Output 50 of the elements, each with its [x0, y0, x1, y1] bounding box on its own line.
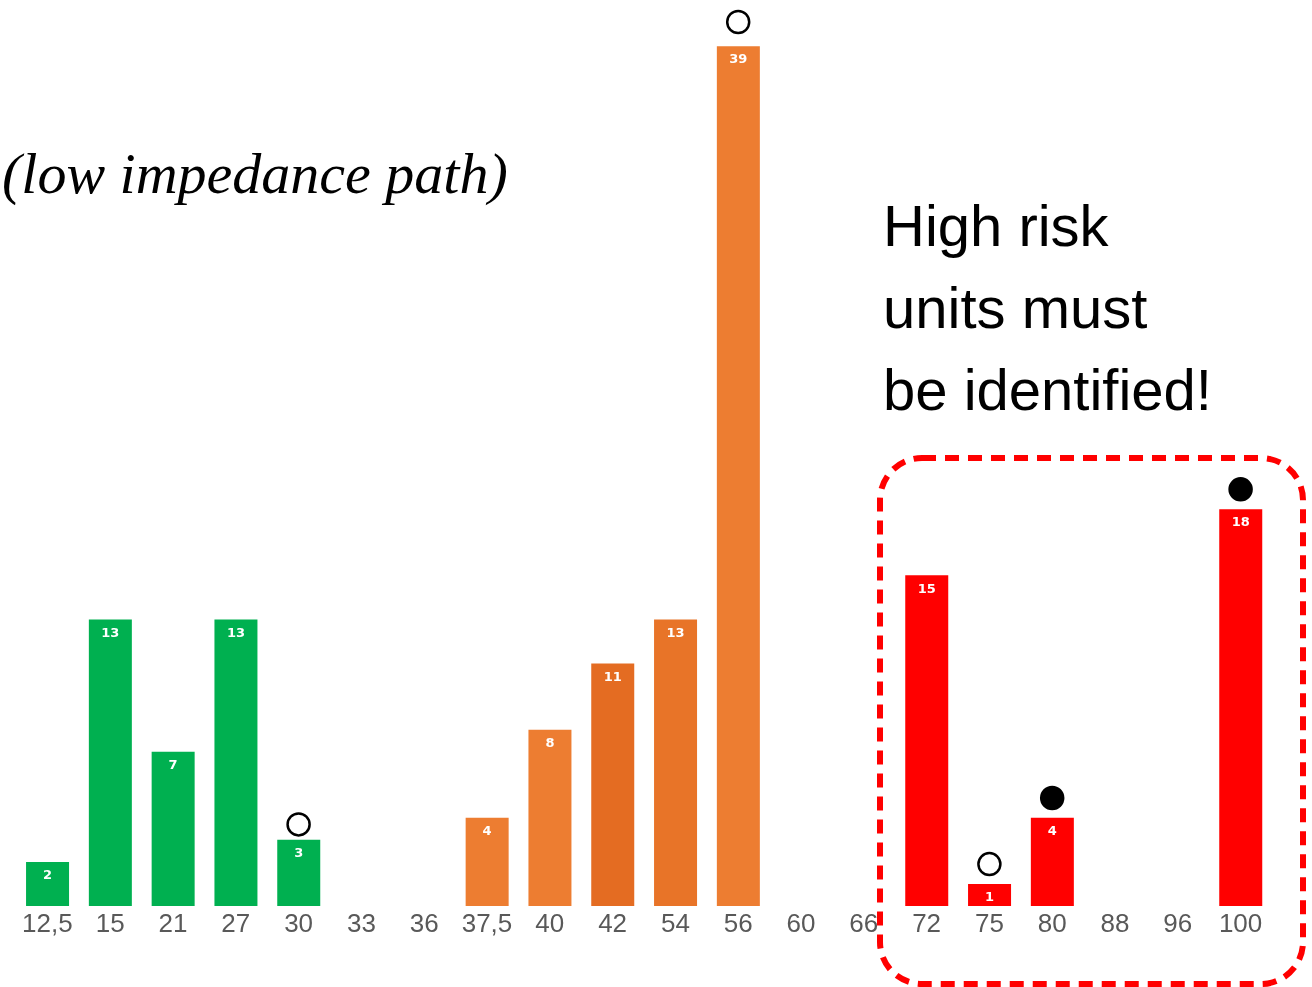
x-tick-label: 75 — [974, 908, 1004, 939]
bar — [151, 751, 195, 906]
data-label: 18 — [1231, 514, 1250, 530]
bar — [968, 883, 1012, 906]
bar — [591, 663, 635, 906]
bar — [905, 575, 949, 906]
x-tick-label: 60 — [786, 908, 816, 939]
x-tick-label: 12,5 — [22, 908, 73, 939]
x-tick-label: 66 — [849, 908, 879, 939]
data-label: 4 — [482, 823, 492, 839]
x-tick-label: 15 — [95, 908, 125, 939]
data-label: 13 — [101, 624, 120, 640]
bar — [528, 729, 572, 906]
x-tick-label: 40 — [535, 908, 565, 939]
x-tick-label: 88 — [1100, 908, 1130, 939]
x-tick-label: 27 — [221, 908, 251, 939]
bar — [1030, 817, 1074, 906]
annotation: (low impedance path) — [2, 140, 508, 207]
x-tick-label: 96 — [1163, 908, 1193, 939]
data-label: 3 — [294, 845, 304, 861]
data-label: 1 — [985, 889, 995, 905]
x-tick-label: 21 — [158, 908, 188, 939]
bar — [277, 839, 321, 906]
bar — [716, 46, 760, 906]
x-tick-label: 80 — [1037, 908, 1067, 939]
x-tick-label: 37,5 — [461, 908, 513, 939]
data-label: 2 — [43, 867, 53, 883]
x-tick-label: 54 — [660, 908, 690, 939]
x-tick-label: 30 — [284, 908, 314, 939]
data-label: 39 — [729, 51, 748, 67]
data-label: 4 — [1047, 823, 1057, 839]
bar — [88, 619, 132, 906]
data-label: 7 — [168, 756, 178, 772]
x-tick-label: 72 — [912, 908, 942, 939]
x-tick-label: 100 — [1218, 908, 1263, 939]
x-tick-label: 56 — [723, 908, 753, 939]
bar — [26, 861, 70, 906]
x-tick-label: 42 — [598, 908, 628, 939]
data-label: 15 — [917, 580, 936, 596]
data-label: 13 — [226, 624, 245, 640]
bar — [465, 817, 509, 906]
bar — [654, 619, 698, 906]
bar — [214, 619, 258, 906]
x-tick-label: 36 — [409, 908, 439, 939]
annotation: High risk units must be identified! — [883, 192, 1213, 424]
data-label: 8 — [545, 734, 555, 750]
x-tick-label: 33 — [346, 908, 376, 939]
data-label: 13 — [666, 624, 685, 640]
bar — [1219, 509, 1263, 906]
data-label: 11 — [603, 668, 622, 684]
